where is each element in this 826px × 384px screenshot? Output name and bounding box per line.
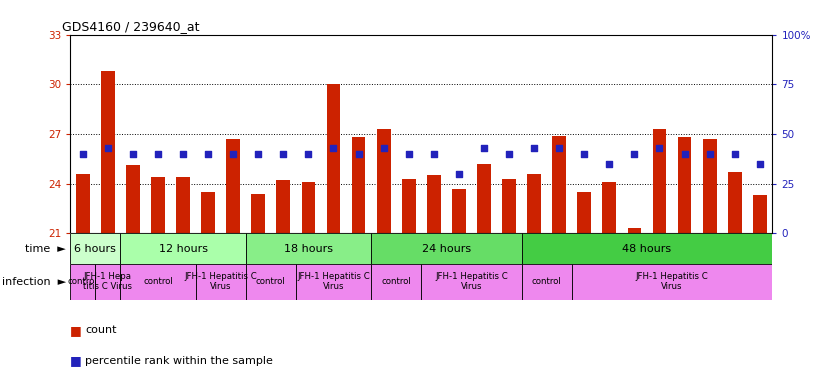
- Text: percentile rank within the sample: percentile rank within the sample: [85, 356, 273, 366]
- Point: [277, 151, 290, 157]
- Point: [352, 151, 365, 157]
- Bar: [703, 139, 716, 233]
- Point: [703, 151, 716, 157]
- Bar: [277, 180, 290, 233]
- Bar: [427, 175, 441, 233]
- Text: infection  ►: infection ►: [2, 277, 66, 287]
- Point: [252, 151, 265, 157]
- Point: [177, 151, 190, 157]
- Text: GDS4160 / 239640_at: GDS4160 / 239640_at: [62, 20, 199, 33]
- Bar: [477, 164, 491, 233]
- Text: 6 hours: 6 hours: [74, 244, 116, 254]
- Text: JFH-1 Hepatitis C
Virus: JFH-1 Hepatitis C Virus: [636, 272, 709, 291]
- Point: [653, 145, 666, 151]
- Bar: [326, 84, 340, 233]
- Bar: [628, 228, 641, 233]
- Point: [528, 145, 541, 151]
- Bar: [176, 177, 190, 233]
- Bar: [401, 179, 415, 233]
- Bar: [76, 174, 90, 233]
- Point: [553, 145, 566, 151]
- Point: [603, 161, 616, 167]
- Bar: [121, 264, 196, 300]
- Text: 48 hours: 48 hours: [622, 244, 672, 254]
- Bar: [371, 233, 521, 264]
- Bar: [296, 264, 371, 300]
- Text: control: control: [68, 277, 97, 286]
- Point: [151, 151, 164, 157]
- Bar: [421, 264, 521, 300]
- Text: JFH-1 Hepatitis C
Virus: JFH-1 Hepatitis C Virus: [297, 272, 370, 291]
- Bar: [70, 233, 121, 264]
- Bar: [577, 192, 591, 233]
- Point: [301, 151, 315, 157]
- Text: ■: ■: [70, 354, 82, 367]
- Point: [126, 151, 140, 157]
- Point: [477, 145, 491, 151]
- Point: [728, 151, 741, 157]
- Text: ■: ■: [70, 324, 82, 337]
- Point: [76, 151, 89, 157]
- Point: [226, 151, 240, 157]
- Bar: [602, 182, 616, 233]
- Bar: [377, 129, 391, 233]
- Point: [402, 151, 415, 157]
- Point: [427, 151, 440, 157]
- Bar: [521, 233, 772, 264]
- Bar: [677, 137, 691, 233]
- Point: [678, 151, 691, 157]
- Text: time  ►: time ►: [26, 244, 66, 254]
- Point: [327, 145, 340, 151]
- Bar: [301, 182, 316, 233]
- Bar: [572, 264, 772, 300]
- Point: [202, 151, 215, 157]
- Text: JFH-1 Hepa
titis C Virus: JFH-1 Hepa titis C Virus: [83, 272, 132, 291]
- Bar: [196, 264, 246, 300]
- Bar: [202, 192, 215, 233]
- Text: control: control: [143, 277, 173, 286]
- Text: JFH-1 Hepatitis C
Virus: JFH-1 Hepatitis C Virus: [184, 272, 257, 291]
- Bar: [553, 136, 566, 233]
- Bar: [126, 166, 140, 233]
- Bar: [728, 172, 742, 233]
- Text: control: control: [382, 277, 411, 286]
- Text: control: control: [256, 277, 286, 286]
- Point: [628, 151, 641, 157]
- Bar: [151, 177, 165, 233]
- Bar: [121, 233, 246, 264]
- Bar: [246, 233, 371, 264]
- Bar: [246, 264, 296, 300]
- Bar: [251, 194, 265, 233]
- Bar: [653, 129, 667, 233]
- Point: [377, 145, 390, 151]
- Bar: [527, 174, 541, 233]
- Point: [753, 161, 767, 167]
- Point: [453, 170, 466, 177]
- Bar: [452, 189, 466, 233]
- Bar: [502, 179, 516, 233]
- Text: control: control: [532, 277, 562, 286]
- Bar: [521, 264, 572, 300]
- Text: 12 hours: 12 hours: [159, 244, 207, 254]
- Point: [577, 151, 591, 157]
- Text: count: count: [85, 325, 116, 335]
- Text: 18 hours: 18 hours: [284, 244, 333, 254]
- Point: [102, 145, 115, 151]
- Text: JFH-1 Hepatitis C
Virus: JFH-1 Hepatitis C Virus: [435, 272, 508, 291]
- Bar: [352, 137, 365, 233]
- Bar: [371, 264, 421, 300]
- Point: [502, 151, 515, 157]
- Bar: [752, 195, 767, 233]
- Bar: [101, 71, 115, 233]
- Bar: [226, 139, 240, 233]
- Bar: [95, 264, 121, 300]
- Text: 24 hours: 24 hours: [422, 244, 471, 254]
- Bar: [70, 264, 95, 300]
